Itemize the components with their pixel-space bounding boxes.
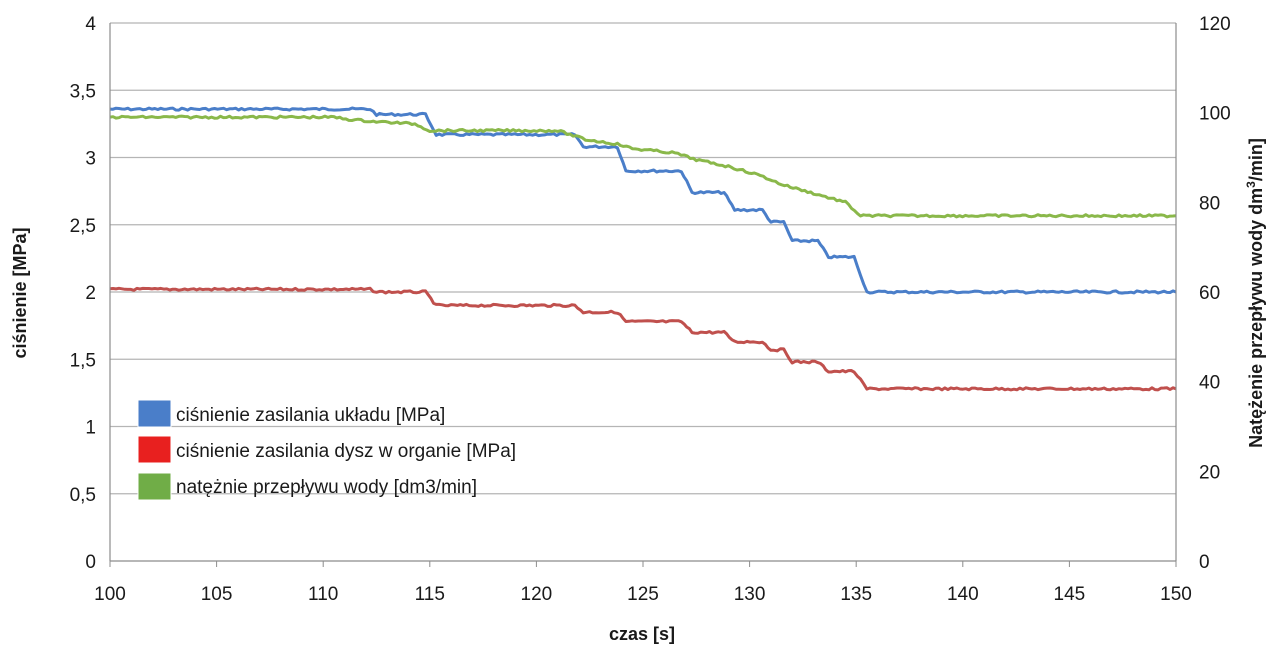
series-line [109,286,1177,392]
legend-label: ciśnienie zasilania układu [MPa] [176,405,445,426]
series-line [109,106,1177,295]
legend-label: ciśnienie zasilania dysz w organie [MPa] [176,441,516,462]
y-axis-title-right-tail: /min] [1246,138,1266,181]
y-tick-label-left: 0 [85,552,96,573]
x-tick-label: 105 [201,584,233,605]
legend-item: ciśnienie zasilania dysz w organie [MPa] [137,435,516,464]
x-tick-label: 130 [734,584,766,605]
legend-swatch [137,472,172,501]
y-tick-label-right: 80 [1199,193,1220,214]
grid [110,22,1176,495]
y-tick-label-right: 120 [1199,14,1231,35]
y-tick-label-left: 4 [85,14,96,35]
y-tick-label-left: 1,5 [70,350,96,371]
x-tick-label: 135 [840,584,872,605]
x-tick-label: 140 [947,584,979,605]
x-tick-label: 115 [415,584,445,605]
x-tick-label: 100 [94,584,126,605]
y-tick-label-left: 3 [85,149,96,170]
x-tick-label: 120 [521,584,553,605]
y-axis-title-right-main: Natężenie przepływu wody dm [1246,188,1266,448]
x-tick-label: 125 [627,584,659,605]
x-tick-label: 145 [1054,584,1086,605]
x-tick-label: 110 [308,584,338,605]
legend-swatch [137,399,172,428]
legend-item: ciśnienie zasilania układu [MPa] [137,399,445,428]
y-tick-label-right: 20 [1199,462,1220,483]
y-tick-label-right: 60 [1199,283,1220,304]
y-axis-title-right-sup: 3 [1244,181,1258,188]
legend-item: natężnie przepływu wody [dm3/min] [137,472,477,501]
legend: ciśnienie zasilania układu [MPa] ciśnien… [137,399,516,501]
y-axis-title-left: ciśnienie [MPa] [10,227,30,358]
y-tick-label-right: 100 [1199,104,1231,125]
y-tick-label-right: 40 [1199,373,1220,394]
y-tick-label-left: 2 [85,283,96,304]
y-tick-label-right: 0 [1199,552,1210,573]
series-layer [109,106,1177,392]
y-tick-label-left: 0,5 [70,485,96,506]
y-tick-label-left: 3,5 [70,81,96,102]
y-tick-label-left: 2,5 [70,216,96,237]
x-axis-title: czas [s] [609,624,675,644]
legend-label: natężnie przepływu wody [dm3/min] [176,477,477,498]
x-tick-label: 150 [1160,584,1192,605]
axes [109,23,1177,567]
legend-swatch [137,435,172,464]
y-axis-title-right: Natężenie przepływu wody dm3/min] [1244,138,1266,448]
series-line [109,114,1177,219]
y-tick-label-left: 1 [85,418,96,439]
